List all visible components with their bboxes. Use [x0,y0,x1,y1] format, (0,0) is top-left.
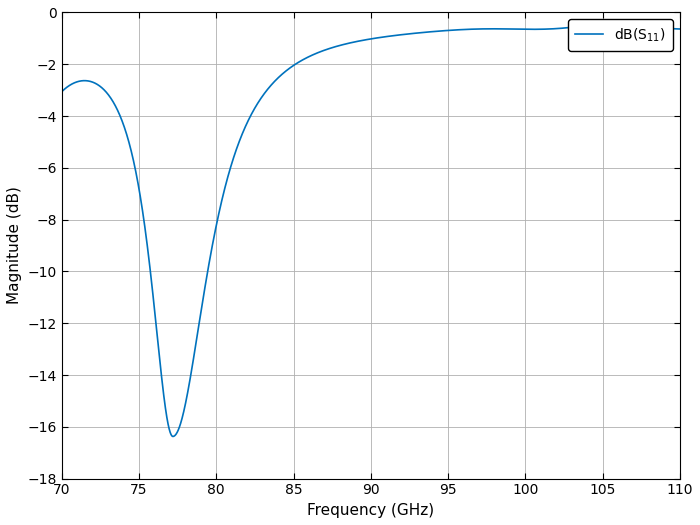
dB(S$_{11}$) [597,20,606,27]
Legend: dB(S$_{11}$): dB(S$_{11}$) [568,19,673,51]
dB(S$_{11}$) [169,433,177,439]
Y-axis label: Magnitude (dB): Magnitude (dB) [7,186,22,304]
dB(S$_{11}$) [295,59,303,65]
dB(S$_{11}$) [664,25,672,31]
dB(S$_{11}$) [321,47,330,53]
dB(S$_{11}$) [57,89,66,95]
dB(S$_{11}$) [676,26,684,32]
X-axis label: Frequency (GHz): Frequency (GHz) [307,503,434,518]
dB(S$_{11}$) [128,152,136,159]
Line: dB(S$_{11}$): dB(S$_{11}$) [62,22,680,436]
dB(S$_{11}$) [164,425,173,431]
dB(S$_{11}$) [622,18,630,25]
